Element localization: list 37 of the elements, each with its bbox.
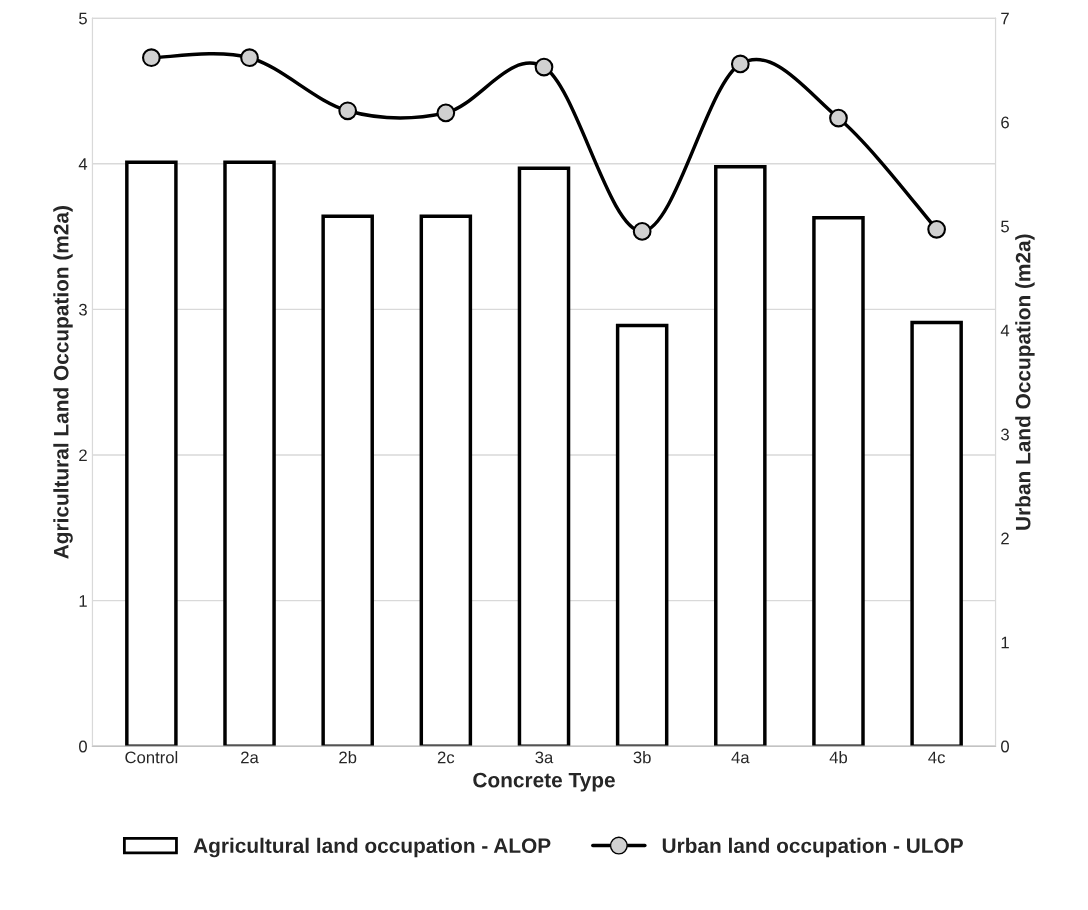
y2-axis-title: Urban Land Occupation (m2a)	[1015, 234, 1035, 530]
legend-label: Agricultural land occupation - ALOP	[193, 837, 551, 858]
y2-tick-label: 7	[1001, 12, 1009, 25]
y2-tick-label: 1	[1001, 636, 1009, 649]
point	[829, 108, 848, 128]
y-tick-label: 0	[79, 740, 87, 753]
point	[142, 48, 161, 68]
point	[240, 48, 259, 68]
x-tick-label: 3b	[633, 751, 651, 764]
x-tick-label: 3a	[535, 751, 554, 764]
y2-tick-label: 4	[1000, 324, 1010, 337]
x-tick-label: 2b	[339, 751, 357, 764]
x-tick-label: 4c	[928, 751, 945, 764]
y-tick-label: 1	[79, 595, 87, 607]
x-tick-label: 4b	[829, 751, 848, 764]
point	[436, 103, 456, 123]
point	[338, 101, 358, 121]
y-tick-label: 2	[79, 449, 87, 462]
y-tick-label: 3	[78, 303, 87, 316]
y-tick-label: 5	[79, 12, 87, 25]
legend-label: Urban land occupation - ULOP	[662, 837, 963, 858]
y-axis-title: Agricultural Land Occupation (m2a)	[53, 206, 73, 559]
y2-tick-label: 2	[1001, 532, 1009, 545]
point	[927, 219, 946, 239]
y2-tick-label: 3	[1001, 428, 1009, 441]
y2-tick-label: 0	[1001, 740, 1009, 753]
x-tick-label: Control	[125, 751, 178, 764]
point	[534, 57, 554, 77]
x-tick-label: 2a	[241, 751, 259, 764]
y2-tick-label: 6	[1001, 116, 1009, 129]
point	[632, 222, 652, 241]
x-tick-label: 2c	[437, 751, 455, 764]
y2-tick-label: 5	[1001, 220, 1009, 233]
y-tick-label: 4	[78, 158, 88, 170]
x-tick-label: 4a	[731, 751, 750, 764]
point	[730, 54, 750, 74]
x-axis-title: Concrete Type	[473, 772, 615, 792]
